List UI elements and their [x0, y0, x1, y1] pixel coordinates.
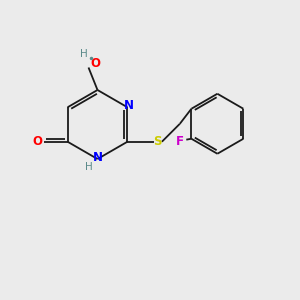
Text: S: S: [153, 135, 162, 148]
Text: O: O: [90, 56, 100, 70]
Text: N: N: [124, 99, 134, 112]
Text: O: O: [33, 135, 43, 148]
Text: H: H: [85, 162, 93, 172]
Text: F: F: [176, 135, 183, 148]
Text: H: H: [80, 49, 88, 59]
Text: N: N: [92, 151, 103, 164]
